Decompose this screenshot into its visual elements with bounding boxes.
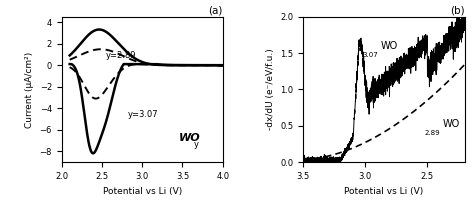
X-axis label: Potential vs Li (V): Potential vs Li (V): [344, 187, 424, 196]
Text: 2.89: 2.89: [425, 130, 440, 136]
Y-axis label: -dx/dU (e⁻/eV/f.u.): -dx/dU (e⁻/eV/f.u.): [266, 48, 275, 130]
Text: y=3.07: y=3.07: [128, 110, 158, 119]
Text: WO: WO: [442, 119, 459, 129]
Text: y: y: [194, 140, 199, 149]
Text: (a): (a): [209, 6, 223, 16]
Text: 3.07: 3.07: [363, 52, 379, 58]
Text: y=2.89: y=2.89: [106, 51, 137, 60]
X-axis label: Potential vs Li (V): Potential vs Li (V): [102, 187, 182, 196]
Text: WO: WO: [380, 41, 398, 51]
Y-axis label: Current (μA/cm²): Current (μA/cm²): [25, 51, 34, 128]
Text: WO: WO: [179, 133, 200, 143]
Text: (b): (b): [450, 6, 465, 16]
